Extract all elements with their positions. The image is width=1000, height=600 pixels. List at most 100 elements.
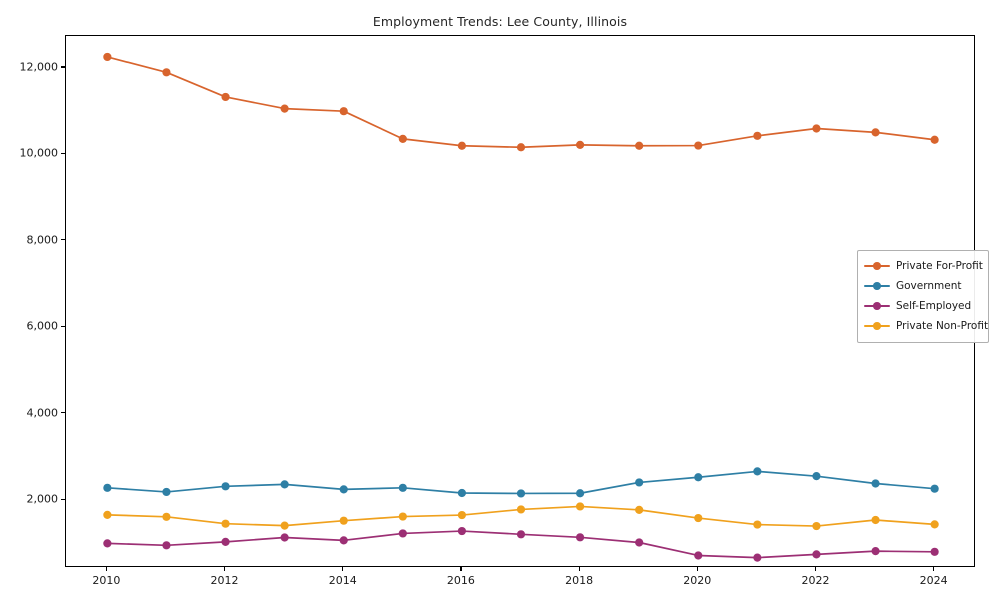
data-point	[516, 505, 526, 514]
data-point	[457, 488, 467, 498]
y-tick-mark	[61, 66, 65, 68]
legend-item[interactable]: Private For-Profit	[864, 256, 983, 276]
x-tick-mark	[342, 567, 344, 571]
data-point	[103, 539, 112, 548]
data-point	[635, 141, 644, 150]
data-point	[930, 135, 939, 144]
x-tick-mark	[696, 567, 698, 571]
data-point	[930, 520, 939, 529]
data-point	[812, 124, 821, 133]
y-tick-mark	[61, 239, 65, 241]
data-point	[575, 489, 585, 498]
data-point	[398, 512, 407, 521]
data-point	[753, 131, 762, 140]
x-tick-mark	[105, 567, 107, 571]
x-tick-mark	[460, 567, 462, 571]
data-point	[103, 483, 112, 492]
data-point	[812, 550, 821, 559]
y-tick-label: 6,000	[26, 319, 59, 333]
data-point	[694, 513, 703, 523]
data-point	[103, 510, 112, 519]
x-tick-mark	[933, 567, 935, 571]
data-point	[635, 538, 644, 547]
series-line	[106, 56, 936, 149]
x-tick-label: 2020	[683, 574, 712, 587]
series-self-employed	[103, 526, 939, 562]
chart-title: Employment Trends: Lee County, Illinois	[372, 14, 628, 29]
data-point	[339, 536, 348, 545]
data-point	[398, 483, 407, 492]
x-tick-mark	[578, 567, 580, 571]
x-tick-label: 2024	[919, 574, 948, 587]
data-point	[575, 533, 585, 542]
data-point	[930, 484, 939, 493]
data-point	[221, 519, 230, 528]
data-point	[221, 482, 230, 491]
data-point	[339, 107, 348, 116]
data-point	[694, 141, 703, 150]
series-private-non-profit	[103, 502, 939, 531]
data-point	[221, 92, 230, 102]
data-point	[753, 467, 762, 476]
data-point	[812, 521, 821, 531]
legend-item[interactable]: Private Non-Profit	[864, 316, 988, 336]
data-point	[812, 472, 821, 481]
x-tick-label: 2016	[446, 574, 475, 587]
data-point	[871, 479, 880, 488]
legend-label: Private For-Profit	[896, 260, 983, 272]
data-point	[694, 473, 703, 482]
legend-label: Government	[896, 280, 962, 292]
data-point	[516, 489, 526, 498]
x-tick-label: 2018	[565, 574, 594, 587]
data-point	[516, 143, 526, 152]
legend-item[interactable]: Self-Employed	[864, 296, 982, 316]
series-private-for-profit	[103, 52, 939, 152]
data-point	[516, 530, 526, 539]
data-point	[339, 516, 348, 525]
data-point	[162, 541, 171, 550]
y-tick-mark	[61, 152, 65, 154]
data-point	[635, 478, 644, 487]
legend-label: Self-Employed	[896, 300, 972, 312]
y-tick-mark	[61, 412, 65, 414]
data-point	[635, 505, 644, 514]
legend-swatch-icon	[864, 280, 890, 292]
data-point	[398, 134, 407, 143]
legend-item[interactable]: Government	[864, 276, 982, 296]
data-point	[575, 140, 585, 150]
y-tick-mark	[61, 325, 65, 327]
series-government	[103, 467, 939, 498]
data-point	[280, 521, 289, 530]
x-tick-label: 2014	[328, 574, 357, 587]
data-point	[457, 141, 467, 150]
legend-swatch-icon	[864, 320, 890, 332]
plot-area	[65, 35, 975, 567]
data-point	[162, 512, 171, 521]
data-point	[871, 128, 880, 137]
data-point	[280, 104, 289, 113]
data-point	[871, 547, 880, 556]
legend-label: Private Non-Profit	[896, 320, 989, 332]
data-point	[457, 510, 467, 520]
y-tick-mark	[61, 498, 65, 500]
x-tick-label: 2022	[801, 574, 830, 587]
data-point	[162, 487, 171, 497]
y-tick-label: 12,000	[19, 60, 59, 74]
data-point	[280, 533, 289, 542]
x-tick-label: 2010	[92, 574, 121, 587]
y-tick-label: 10,000	[19, 146, 59, 160]
data-point	[221, 537, 230, 546]
legend-swatch-icon	[864, 260, 890, 272]
data-point	[280, 480, 289, 489]
data-point	[339, 485, 348, 494]
y-tick-label: 2,000	[26, 492, 59, 506]
data-point	[930, 547, 939, 556]
data-point	[575, 502, 585, 511]
chart-legend: Private For-Profit Government Self-Employe…	[857, 250, 989, 343]
data-point	[871, 515, 880, 525]
x-tick-mark	[224, 567, 226, 571]
data-point	[162, 68, 171, 77]
